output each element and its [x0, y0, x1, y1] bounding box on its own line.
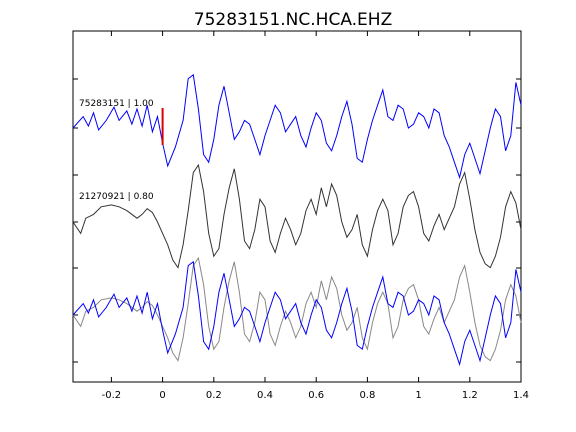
trace-labels-layer: 75283151 | 1.00 21270921 | 0.80 [79, 99, 154, 202]
x-tick-label: 0.8 [359, 390, 375, 401]
x-tick-label: 0.2 [206, 390, 222, 401]
overlay-template-line [72, 256, 522, 362]
x-axis: -0.2 0 0.2 0.4 0.6 0.8 1 1.2 1.4 [102, 31, 529, 401]
trace-line-1 [72, 73, 522, 180]
overlay-target-line [72, 260, 522, 367]
plot-frame [72, 30, 522, 383]
y-tick-marks [73, 78, 521, 363]
trace-label-1: 75283151 | 1.00 [79, 99, 154, 109]
x-tick-label: 0.6 [308, 390, 324, 401]
x-tick-label: 1 [415, 390, 421, 401]
x-tick-label: 0.4 [257, 390, 273, 401]
x-tick-label: 1.4 [513, 390, 529, 401]
trace-line-2 [72, 163, 522, 269]
chart-title: 75283151.NC.HCA.EHZ [194, 10, 392, 30]
x-tick-label: -0.2 [102, 390, 122, 401]
traces-layer [72, 73, 522, 367]
x-tick-label: 1.2 [462, 390, 478, 401]
x-tick-label: 0 [159, 390, 165, 401]
trace-label-2: 21270921 | 0.80 [79, 192, 154, 202]
